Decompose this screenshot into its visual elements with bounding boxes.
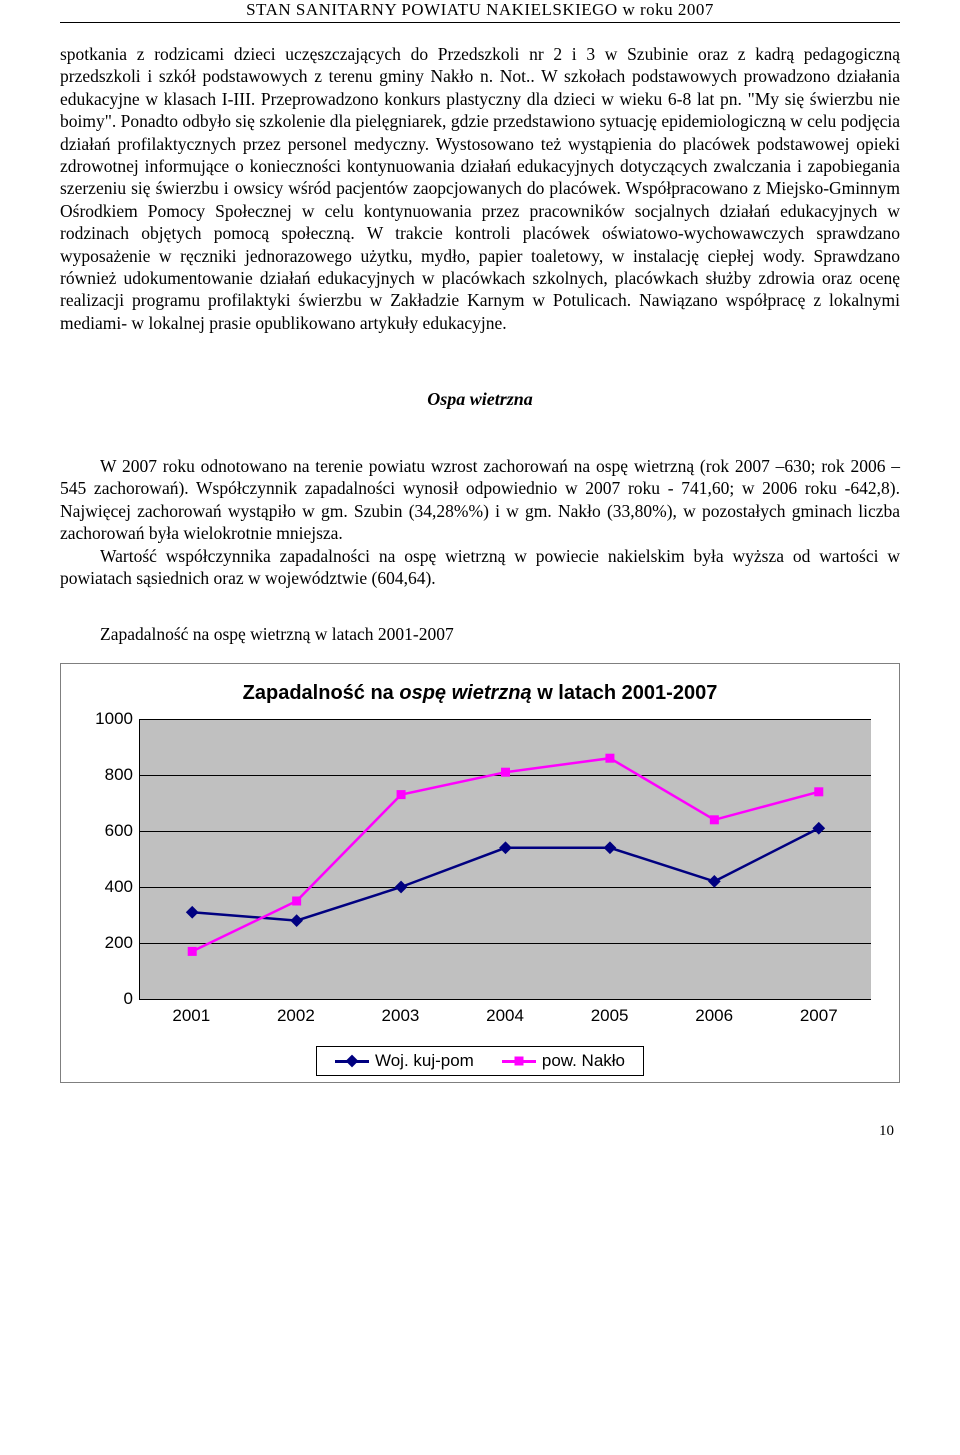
chart-container: Zapadalność na ospę wietrzną w latach 20… [60, 663, 900, 1083]
page-header: STAN SANITARNY POWIATU NAKIELSKIEGO w ro… [60, 0, 900, 23]
legend-item-woj: Woj. kuj-pom [335, 1051, 474, 1071]
y-tick-label: 800 [85, 765, 133, 785]
chart-title-italic: ospę wietrzną [399, 682, 531, 704]
chart-title-suffix: w latach 2001-2007 [532, 682, 718, 704]
legend-swatch-pow [502, 1060, 536, 1063]
chart-legend: Woj. kuj-pom pow. Nakło [316, 1046, 644, 1076]
x-tick-label: 2001 [139, 1006, 244, 1026]
page-number: 10 [60, 1123, 900, 1140]
legend-swatch-woj [335, 1060, 369, 1063]
page: STAN SANITARNY POWIATU NAKIELSKIEGO w ro… [0, 0, 960, 1180]
paragraph-3: Wartość współczynnika zapadalności na os… [60, 545, 900, 590]
y-tick-label: 0 [85, 989, 133, 1009]
x-tick-label: 2004 [453, 1006, 558, 1026]
section-subtitle: Ospa wietrzna [60, 389, 900, 410]
paragraph-1: spotkania z rodzicami dzieci uczęszczają… [60, 43, 900, 334]
chart-x-axis: 2001200220032004200520062007 [139, 1006, 871, 1026]
legend-label-pow: pow. Nakło [542, 1051, 625, 1071]
x-tick-label: 2005 [557, 1006, 662, 1026]
y-tick-label: 200 [85, 933, 133, 953]
y-tick-label: 600 [85, 821, 133, 841]
x-tick-label: 2002 [244, 1006, 349, 1026]
x-tick-label: 2006 [662, 1006, 767, 1026]
legend-label-woj: Woj. kuj-pom [375, 1051, 474, 1071]
paragraph-2: W 2007 roku odnotowano na terenie powiat… [60, 455, 900, 545]
chart-caption: Zapadalność na ospę wietrzną w latach 20… [100, 624, 900, 645]
y-tick-label: 400 [85, 877, 133, 897]
chart-plot-area: 02004006008001000 [139, 719, 871, 1000]
x-tick-label: 2003 [348, 1006, 453, 1026]
x-tick-label: 2007 [766, 1006, 871, 1026]
diamond-marker-icon [346, 1055, 359, 1068]
square-marker-icon [514, 1057, 523, 1066]
chart-title: Zapadalność na ospę wietrzną w latach 20… [79, 682, 881, 705]
chart-title-prefix: Zapadalność na [243, 682, 400, 704]
y-tick-label: 1000 [85, 709, 133, 729]
legend-item-pow: pow. Nakło [502, 1051, 625, 1071]
